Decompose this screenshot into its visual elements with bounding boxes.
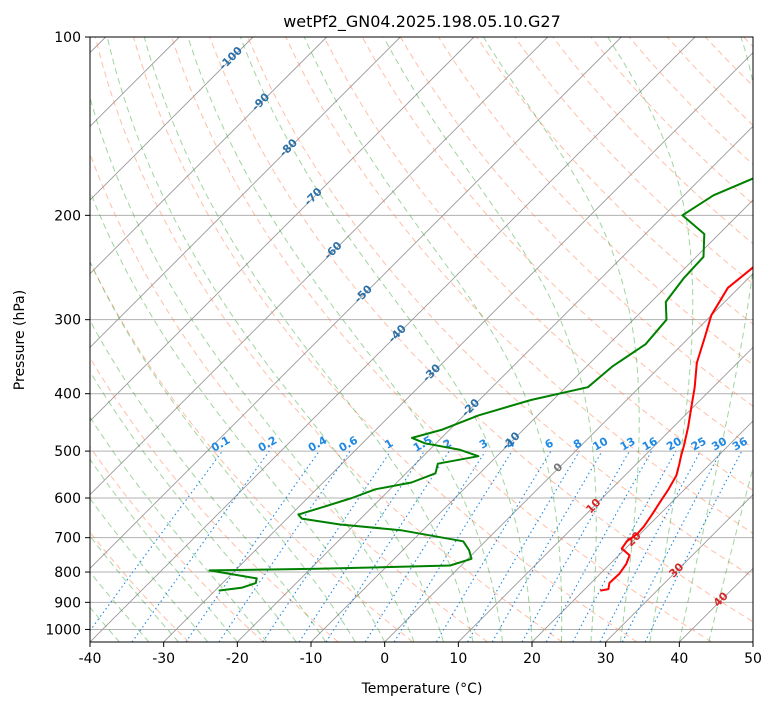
mixing-ratio-line (325, 450, 450, 642)
y-tick-label: 100 (54, 30, 81, 46)
y-tick-label: 800 (54, 565, 81, 581)
isotherm-line (237, 125, 753, 642)
moist-adiabat-line (143, 37, 474, 642)
y-tick-label: 300 (54, 313, 81, 329)
mixing-ratio-line (218, 450, 351, 642)
dry-adiabat-line (476, 37, 753, 325)
mixing-ratio-line (572, 450, 677, 642)
x-tick-label: 20 (523, 651, 541, 667)
temperature-profile-line (600, 266, 753, 592)
isotherm-line (163, 52, 753, 642)
moist-adiabat-line (90, 416, 268, 642)
x-tick-label: 40 (670, 651, 688, 667)
isotherm-line (458, 346, 753, 642)
dewpoint-profile-line (208, 177, 753, 592)
y-axis-label: Pressure (hPa) (12, 290, 28, 390)
y-tick-label: 900 (54, 595, 81, 611)
dry-adiabat-line (132, 37, 638, 642)
moist-adiabat-line (90, 370, 297, 642)
y-tick-label: 200 (54, 208, 81, 224)
x-tick-label: -20 (226, 651, 249, 667)
moist-adiabat-line (106, 37, 445, 642)
isotherm-line (90, 37, 475, 422)
isotherm-line (90, 37, 254, 201)
y-tick-label: 500 (54, 444, 81, 460)
y-tick-label: 1000 (45, 622, 81, 638)
moist-adiabat-line (239, 37, 533, 642)
dry-adiabat-line (90, 446, 264, 642)
isotherm-line (90, 37, 696, 642)
moist-adiabat-line (90, 260, 356, 642)
x-tick-label: 30 (597, 651, 615, 667)
moist-adiabat-line (90, 458, 238, 642)
isotherm-line (90, 37, 401, 348)
mixing-ratio-line (262, 450, 392, 642)
moist-adiabat-line (187, 37, 503, 642)
y-axis-ticks: 1000 900 800 700 600 500 400 300 200 100 (45, 30, 90, 638)
y-tick-label: 700 (54, 531, 81, 547)
isotherm-line (531, 420, 753, 642)
dry-adiabat-line (171, 37, 712, 642)
plot-frame (89, 36, 754, 643)
moist-adiabat-line (708, 466, 753, 642)
mixing-ratio-line (467, 450, 580, 642)
moist-adiabat-line (607, 37, 694, 642)
x-tick-label: -40 (79, 651, 102, 667)
isotherm-line (90, 37, 548, 496)
mixing-ratio-line (599, 450, 701, 642)
moist-adiabat-line (482, 37, 640, 642)
x-tick-label: 10 (449, 651, 467, 667)
moist-adiabat-line (90, 571, 150, 642)
dry-adiabat-line (247, 37, 753, 578)
moist-adiabat-line (90, 96, 415, 642)
dry-adiabat-line (514, 37, 753, 285)
moist-adiabat-line (90, 497, 209, 642)
mixing-ratio-line (298, 450, 425, 642)
y-tick-label: 600 (54, 491, 81, 507)
moist-adiabat-line (90, 319, 327, 642)
y-tick-label: 400 (54, 387, 81, 403)
profiles-group (208, 177, 753, 592)
dry-adiabat-line (90, 260, 414, 642)
chart-title: wetPf2_GN04.2025.198.05.10.G27 (283, 12, 561, 32)
moist-adiabat-line (303, 37, 563, 642)
mixing-ratio-line (393, 450, 513, 642)
x-tick-label: 0 (380, 651, 389, 667)
dry-adiabat-line (209, 37, 753, 623)
moist-adiabat-line (383, 37, 597, 642)
mixing-ratio-line (364, 450, 486, 642)
isotherm-line (90, 37, 327, 275)
dry-adiabat-line (285, 37, 753, 535)
dry-adiabat-line (323, 37, 753, 491)
moist-adiabat-line (90, 189, 386, 642)
moist-adiabat-line (90, 535, 179, 642)
mixing-ratio-line (435, 450, 552, 642)
x-axis-ticks: -40 -30 -20 -10 0 10 20 30 40 50 (79, 642, 762, 667)
x-tick-label: 50 (744, 651, 762, 667)
x-tick-label: -30 (152, 651, 175, 667)
isotherm-line (605, 494, 753, 642)
mixing-ratio-line (185, 450, 320, 642)
isotherm-line (90, 37, 622, 569)
isotherm-line (384, 273, 753, 642)
moist-adiabat-line (678, 37, 753, 642)
reference-lines-group (90, 37, 753, 642)
x-axis-label: Temperature (°C) (361, 681, 483, 697)
x-tick-label: -10 (300, 651, 323, 667)
dry-adiabat-line (94, 37, 563, 642)
